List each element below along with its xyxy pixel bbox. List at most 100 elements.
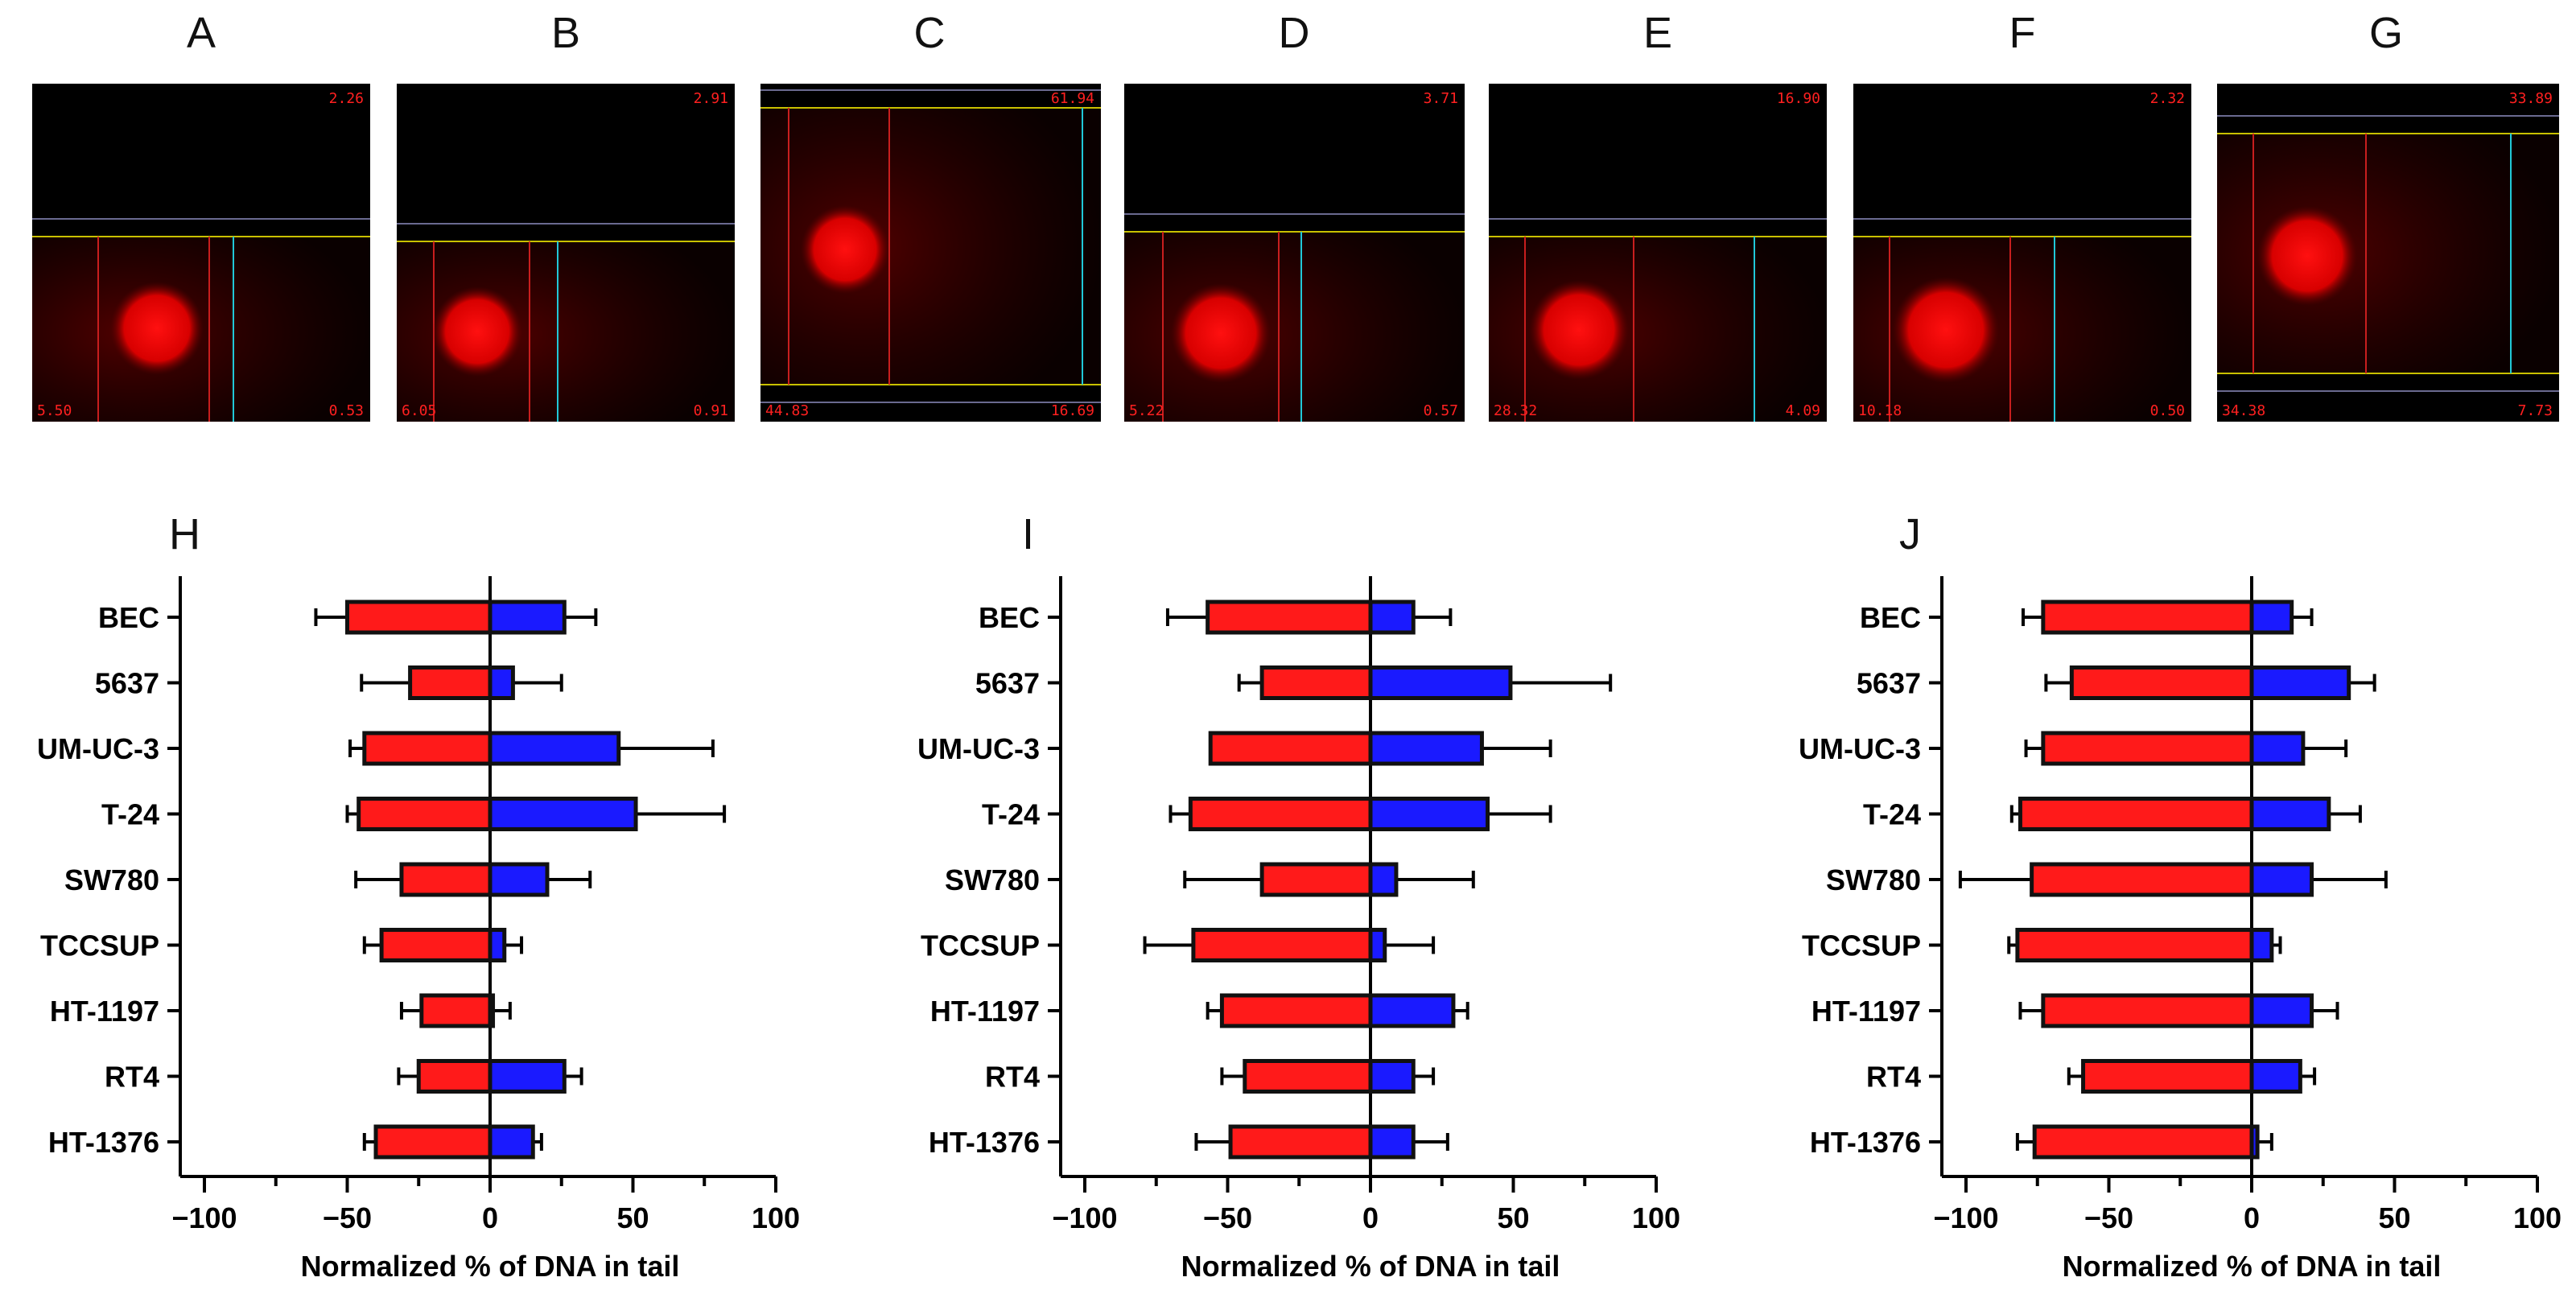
x-tick-label: −100: [1933, 1201, 1998, 1234]
category-label: HT-1376: [48, 1126, 159, 1159]
bar-negative: [399, 862, 493, 897]
bar-negative: [1188, 797, 1373, 831]
bar-negative: [1219, 993, 1373, 1028]
x-tick-label: 0: [482, 1201, 498, 1234]
bar-negative: [1208, 731, 1373, 766]
readout-top-right: 2.32: [2150, 90, 2185, 107]
bar-positive: [2249, 797, 2331, 831]
bar-positive: [1368, 928, 1387, 962]
readout-bottom-left: 34.38: [2222, 402, 2265, 419]
category-label: T-24: [1863, 798, 1921, 831]
category-label: 5637: [95, 667, 159, 700]
bar-positive: [2249, 1124, 2260, 1160]
category-label: SW780: [1826, 863, 1921, 896]
category-label: SW780: [64, 863, 159, 896]
comet-panel-letter: F: [2009, 9, 2036, 57]
x-axis-label: Normalized % of DNA in tail: [1181, 1250, 1560, 1283]
bar-positive: [488, 1059, 567, 1094]
bar-negative: [1191, 928, 1373, 962]
readout-bottom-left: 5.50: [37, 402, 72, 419]
x-tick-label: 100: [1632, 1201, 1680, 1234]
category-label: HT-1376: [929, 1126, 1040, 1159]
x-tick-label: −100: [1052, 1201, 1117, 1234]
x-tick-label: 50: [1497, 1201, 1529, 1234]
bar-negative: [408, 665, 493, 700]
bar-positive: [488, 731, 621, 766]
category-label: HT-1197: [930, 995, 1040, 1028]
chart-panel-letter: I: [1022, 510, 1034, 558]
category-label: BEC: [979, 601, 1040, 634]
readout-top-right: 61.94: [1051, 90, 1094, 107]
category-label: BEC: [98, 601, 159, 634]
bar-negative: [2015, 928, 2254, 962]
readout-bottom-right: 4.09: [1786, 402, 1820, 419]
bar-positive: [488, 665, 515, 700]
bar-positive: [488, 928, 507, 962]
x-tick-label: 0: [2244, 1201, 2260, 1234]
bar-negative: [2081, 1059, 2254, 1094]
comet-head: [801, 205, 889, 294]
bar-positive: [1368, 1059, 1416, 1094]
readout-bottom-left: 6.05: [402, 402, 436, 419]
bar-positive: [1368, 665, 1513, 700]
bar-negative: [345, 599, 493, 635]
comet-drawing: 61.94 44.83 16.69: [760, 89, 1101, 419]
bar-negative: [2030, 862, 2254, 897]
comet-panel-letter: C: [913, 9, 946, 57]
x-tick-label: 100: [2513, 1201, 2562, 1234]
bar-negative: [416, 1059, 493, 1094]
x-tick-label: −50: [323, 1201, 372, 1234]
bar-negative: [1243, 1059, 1373, 1094]
bar-negative: [1206, 599, 1373, 635]
comet-panel-letter: A: [186, 9, 216, 57]
category-label: TCCSUP: [1802, 929, 1921, 962]
bar-negative: [1259, 862, 1373, 897]
comet-image: 61.94 44.83 16.69: [760, 84, 1101, 422]
bar-positive: [488, 993, 496, 1028]
chart-panel-letter: H: [169, 510, 200, 558]
bar-negative: [2041, 993, 2254, 1028]
bar-positive: [2249, 731, 2306, 766]
bar-negative: [2041, 731, 2254, 766]
x-tick-label: 100: [752, 1201, 800, 1234]
readout-bottom-right: 0.57: [1424, 402, 1458, 419]
bar-negative: [2032, 1124, 2254, 1160]
readout-bottom-right: 0.91: [694, 402, 728, 419]
category-label: 5637: [1857, 667, 1921, 700]
comet-image: 2.32 10.18 0.50: [1853, 84, 2191, 422]
bar-negative: [373, 1124, 493, 1160]
x-tick-label: 50: [616, 1201, 649, 1234]
bar-positive: [488, 797, 638, 831]
bar-positive: [1368, 993, 1456, 1028]
x-axis-label: Normalized % of DNA in tail: [301, 1250, 680, 1283]
comet-panel-letter: G: [2368, 9, 2403, 57]
bar-negative: [2018, 797, 2254, 831]
chart-h: H −100 −50 0 50 100 Normalized % of DNA in tai…: [37, 510, 800, 1283]
category-label: UM-UC-3: [1799, 732, 1921, 765]
x-tick-label: −100: [171, 1201, 237, 1234]
comet-panel-letter: E: [1642, 9, 1673, 57]
readout-bottom-right: 0.53: [329, 402, 364, 419]
readout-bottom-right: 16.69: [1051, 402, 1094, 419]
bar-negative: [379, 928, 493, 962]
comet-drawing: 2.91 6.05 0.91: [397, 90, 735, 422]
category-label: UM-UC-3: [37, 732, 159, 765]
readout-top-right: 2.91: [694, 90, 728, 107]
category-label: BEC: [1860, 601, 1921, 634]
bar-positive: [1368, 731, 1484, 766]
readout-bottom-right: 7.73: [2518, 402, 2553, 419]
category-label: HT-1197: [50, 995, 159, 1028]
readout-bottom-right: 0.50: [2150, 402, 2185, 419]
readout-bottom-left: 28.32: [1494, 402, 1537, 419]
comet-panel-letter: D: [1278, 9, 1310, 57]
bar-negative: [419, 993, 493, 1028]
readout-top-right: 3.71: [1424, 90, 1458, 107]
comet-drawing: 2.32 10.18 0.50: [1853, 90, 2191, 422]
category-label: UM-UC-3: [917, 732, 1040, 765]
comet-head: [1529, 280, 1629, 380]
x-tick-label: 0: [1362, 1201, 1379, 1234]
category-label: TCCSUP: [40, 929, 159, 962]
bar-negative: [357, 797, 493, 831]
readout-top-right: 16.90: [1777, 90, 1820, 107]
bar-negative: [2069, 665, 2254, 700]
